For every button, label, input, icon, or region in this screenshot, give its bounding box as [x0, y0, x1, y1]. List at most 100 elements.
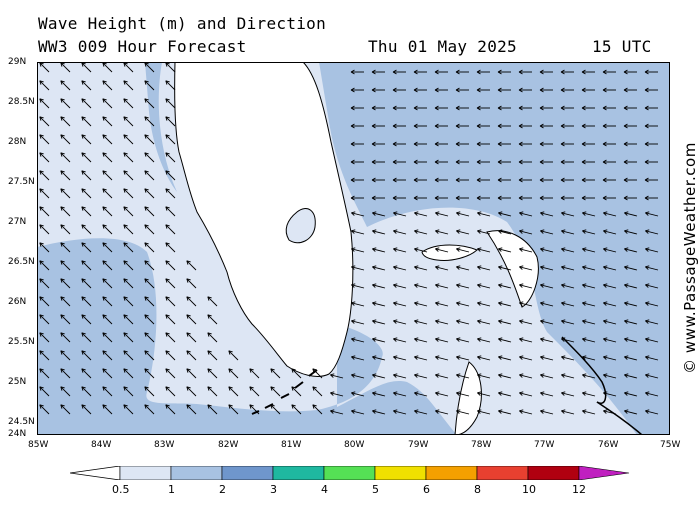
arrow-head	[228, 350, 231, 355]
direction-arrow	[102, 368, 113, 379]
arrow-head	[371, 143, 376, 147]
lon-label: 79W	[408, 440, 429, 450]
direction-arrow	[645, 320, 659, 325]
arrow-head	[540, 373, 545, 376]
legend-cell	[170, 466, 223, 480]
direction-arrow	[561, 392, 575, 397]
direction-arrow	[270, 368, 281, 379]
lon-label: 80W	[344, 440, 365, 450]
lat-label: 26N	[8, 297, 27, 307]
arrow-head	[81, 134, 86, 137]
arrow-head	[39, 242, 44, 245]
arrow-head	[539, 179, 544, 183]
direction-arrow	[228, 350, 239, 361]
arrow-head	[249, 368, 254, 371]
arrow-head	[456, 211, 461, 214]
direction-arrow	[165, 386, 176, 397]
direction-arrow	[123, 206, 134, 217]
direction-arrow	[186, 368, 197, 379]
direction-arrow	[39, 134, 50, 145]
arrow-head	[144, 368, 147, 373]
arrow-head	[123, 368, 126, 373]
arrow-head	[582, 284, 586, 288]
arrow-head	[371, 123, 376, 127]
arrow-head	[207, 296, 210, 301]
arrow-head	[582, 356, 586, 360]
arrow-head	[123, 332, 126, 337]
arrow-head	[414, 374, 418, 378]
wave-band-straits-south	[337, 381, 457, 435]
arrow-head	[60, 98, 63, 103]
arrow-head	[123, 368, 128, 371]
arrow-head	[540, 338, 544, 342]
direction-arrow	[39, 224, 50, 235]
arrow-head	[371, 161, 376, 165]
arrow-head	[435, 409, 440, 412]
arrow-head	[123, 170, 128, 173]
arrow-head	[60, 242, 63, 247]
direction-arrow	[498, 374, 512, 379]
direction-arrow	[39, 332, 50, 343]
arrow-head	[165, 368, 170, 371]
arrow-head	[498, 302, 502, 306]
arrow-head	[330, 373, 335, 376]
direction-arrow	[540, 284, 554, 289]
arrow-head	[498, 373, 503, 376]
arrow-head	[602, 161, 607, 165]
direction-arrow	[39, 260, 50, 271]
arrow-head	[498, 266, 502, 270]
arrow-head	[123, 134, 126, 139]
direction-arrow	[393, 248, 407, 253]
arrow-head	[102, 98, 107, 101]
arrow-head	[603, 410, 607, 414]
arrow-head	[186, 296, 191, 299]
arrow-head	[560, 87, 565, 91]
map-frame	[37, 62, 670, 435]
arrow-head	[207, 368, 212, 371]
arrow-head	[39, 188, 44, 191]
arrow-head	[102, 134, 107, 137]
arrow-head	[165, 296, 168, 301]
direction-arrow	[372, 410, 386, 415]
arrow-head	[434, 195, 439, 199]
arrow-head	[582, 229, 587, 232]
arrow-head	[165, 80, 170, 83]
arrow-head	[581, 197, 586, 201]
arrow-head	[81, 188, 84, 193]
arrow-head	[498, 410, 502, 414]
arrow-head	[372, 212, 376, 216]
arrow-head	[623, 105, 628, 109]
direction-arrow	[540, 248, 554, 253]
arrow-head	[477, 391, 482, 394]
arrow-head	[393, 212, 397, 216]
arrow-head	[165, 332, 168, 337]
direction-arrow	[393, 266, 407, 271]
arrow-head	[455, 141, 460, 145]
arrow-head	[581, 179, 586, 183]
arrow-head	[351, 337, 356, 340]
direction-arrow	[351, 374, 365, 379]
arrow-head	[602, 105, 607, 109]
arrow-head	[435, 355, 440, 358]
arrow-head	[39, 80, 44, 83]
arrow-head	[123, 314, 128, 317]
arrow-head	[561, 337, 566, 340]
arrow-head	[207, 314, 212, 317]
arrow-head	[102, 188, 107, 191]
arrow-head	[645, 338, 649, 342]
arrow-head	[350, 195, 355, 199]
arrow-head	[81, 314, 84, 319]
arrow-head	[207, 296, 212, 299]
direction-arrow	[561, 338, 575, 343]
wave-height-map[interactable]	[37, 62, 670, 435]
direction-arrow	[456, 410, 470, 415]
lat-label: 29N	[8, 57, 27, 67]
arrow-head	[435, 229, 440, 232]
arrow-head	[476, 105, 481, 109]
arrow-head	[624, 230, 628, 234]
arrow-head	[144, 278, 149, 281]
arrow-head	[60, 98, 65, 101]
arrow-head	[581, 71, 586, 75]
lon-label: 83W	[154, 440, 175, 450]
arrow-head	[644, 107, 649, 111]
